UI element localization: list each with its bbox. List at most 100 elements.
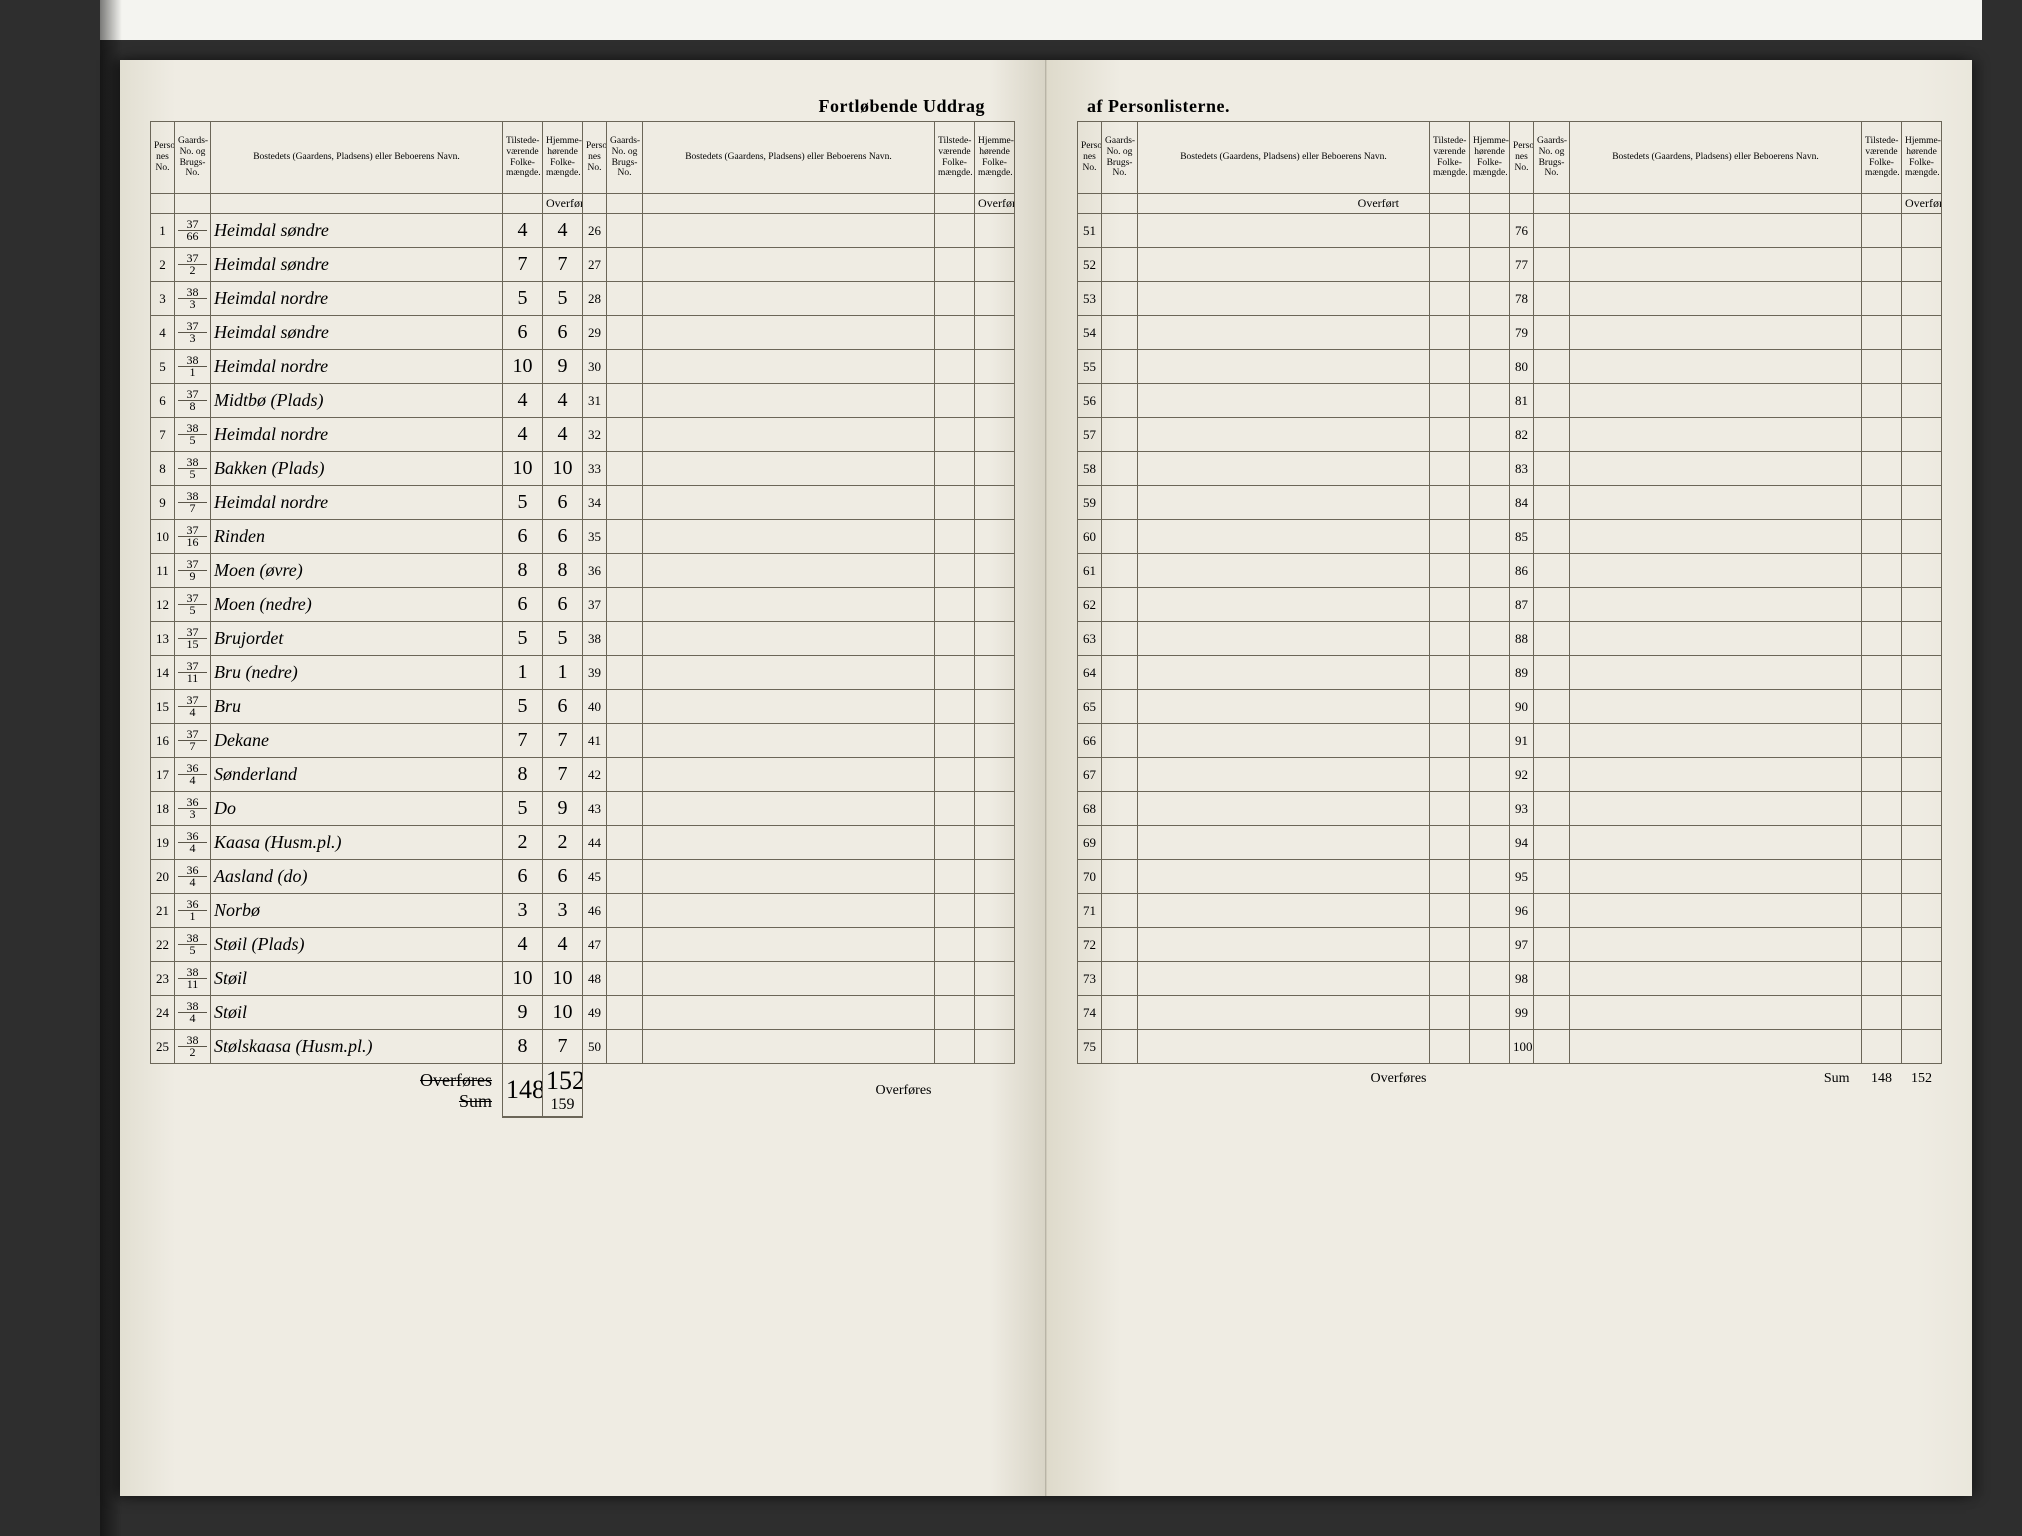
row-no: 78 xyxy=(1510,282,1534,316)
table-row: 61 86 xyxy=(1078,554,1942,588)
row-name: Heimdal nordre xyxy=(211,418,503,452)
row-gb: 361 xyxy=(175,894,211,928)
row-hjem: 2 xyxy=(543,826,583,860)
hdr-no: Personlister- nes No. xyxy=(583,122,607,194)
table-row: 6590 xyxy=(1078,690,1942,724)
hdr-hjem: Hjemme- hørende Folke- mængde. xyxy=(1902,122,1942,194)
row-no: 72 xyxy=(1078,928,1102,962)
hdr-hjem: Hjemme- hørende Folke- mængde. xyxy=(1470,122,1510,194)
row-no: 5 xyxy=(151,350,175,384)
hdr-hjem: Hjemme- hørende Folke- mængde. xyxy=(543,122,583,194)
hdr-tilst: Tilstede- værende Folke- mængde. xyxy=(1862,122,1902,194)
table-row: 63 88 xyxy=(1078,622,1942,656)
row-gb: 379 xyxy=(175,554,211,588)
table-row: 7499 xyxy=(1078,996,1942,1030)
right-page: af Personlisterne. Personlister- nes No.… xyxy=(1046,60,1972,1496)
sum-label: Sum xyxy=(1570,1064,1862,1094)
row-name: Do xyxy=(211,792,503,826)
table-row: 11379Moen (øvre)8836 xyxy=(151,554,1015,588)
row-no: 44 xyxy=(583,826,607,860)
hdr-gb: Gaards- No. og Brugs- No. xyxy=(175,122,211,194)
row-name: Sønderland xyxy=(211,758,503,792)
row-no: 41 xyxy=(583,724,607,758)
row-no: 32 xyxy=(583,418,607,452)
row-tilst: 3 xyxy=(503,894,543,928)
row-no: 21 xyxy=(151,894,175,928)
row-no: 71 xyxy=(1078,894,1102,928)
row-name: Kaasa (Husm.pl.) xyxy=(211,826,503,860)
hdr-gb: Gaards- No. og Brugs- No. xyxy=(1102,122,1138,194)
row-gb: 385 xyxy=(175,418,211,452)
row-gb: 364 xyxy=(175,826,211,860)
row-hjem: 6 xyxy=(543,486,583,520)
row-no: 77 xyxy=(1510,248,1534,282)
table-row: 5883 xyxy=(1078,452,1942,486)
table-row: 3383Heimdal nordre5528 xyxy=(151,282,1015,316)
row-no: 39 xyxy=(583,656,607,690)
table-row: 6994 xyxy=(1078,826,1942,860)
row-no: 68 xyxy=(1078,792,1102,826)
table-row: 6691 xyxy=(1078,724,1942,758)
row-no: 96 xyxy=(1510,894,1534,928)
row-no: 19 xyxy=(151,826,175,860)
row-no: 45 xyxy=(583,860,607,894)
row-no: 79 xyxy=(1510,316,1534,350)
table-row: 20364Aasland (do)6645 xyxy=(151,860,1015,894)
table-row: 21361Norbø3346 xyxy=(151,894,1015,928)
row-name: Norbø xyxy=(211,894,503,928)
row-name: Heimdal nordre xyxy=(211,350,503,384)
row-tilst: 8 xyxy=(503,758,543,792)
table-row: 4373Heimdal søndre6629 xyxy=(151,316,1015,350)
row-tilst: 4 xyxy=(503,384,543,418)
row-no: 26 xyxy=(583,214,607,248)
binding-shadow xyxy=(100,0,122,1536)
hdr-name: Bostedets (Gaardens, Pladsens) eller Beb… xyxy=(1570,122,1862,194)
hdr-tilst: Tilstede- værende Folke- mængde. xyxy=(503,122,543,194)
row-tilst: 4 xyxy=(503,418,543,452)
row-no: 66 xyxy=(1078,724,1102,758)
hdr-no: Personlister- nes No. xyxy=(1510,122,1534,194)
row-no: 75 xyxy=(1078,1030,1102,1064)
row-no: 47 xyxy=(583,928,607,962)
row-no: 70 xyxy=(1078,860,1102,894)
row-no: 55 xyxy=(1078,350,1102,384)
table-row: 18363Do5943 xyxy=(151,792,1015,826)
row-hjem: 6 xyxy=(543,690,583,724)
table-row: 103716Rinden6635 xyxy=(151,520,1015,554)
table-row: 19364Kaasa (Husm.pl.)2244 xyxy=(151,826,1015,860)
table-row: 2372Heimdal søndre7727 xyxy=(151,248,1015,282)
row-gb: 375 xyxy=(175,588,211,622)
row-hjem: 9 xyxy=(543,792,583,826)
row-tilst: 2 xyxy=(503,826,543,860)
row-no: 31 xyxy=(583,384,607,418)
row-tilst: 1 xyxy=(503,656,543,690)
row-gb: 377 xyxy=(175,724,211,758)
row-no: 25 xyxy=(151,1030,175,1064)
hdr-gb: Gaards- No. og Brugs- No. xyxy=(607,122,643,194)
hdr-no: Personlister- nes No. xyxy=(151,122,175,194)
table-row: 5277 xyxy=(1078,248,1942,282)
row-hjem: 9 xyxy=(543,350,583,384)
table-row: 133715Brujordet5538 xyxy=(151,622,1015,656)
row-no: 1 xyxy=(151,214,175,248)
row-tilst: 5 xyxy=(503,792,543,826)
row-no: 7 xyxy=(151,418,175,452)
row-no: 27 xyxy=(583,248,607,282)
table-row: 12375Moen (nedre)6637 xyxy=(151,588,1015,622)
row-gb: 3711 xyxy=(175,656,211,690)
grand-sum-tilst: 148 xyxy=(1862,1064,1902,1094)
table-row: 5479 xyxy=(1078,316,1942,350)
table-row: 17364Sønderland8742 xyxy=(151,758,1015,792)
page-heading-right: af Personlisterne. xyxy=(1077,96,1922,117)
row-no: 11 xyxy=(151,554,175,588)
row-no: 8 xyxy=(151,452,175,486)
row-no: 63 xyxy=(1078,622,1102,656)
row-no: 53 xyxy=(1078,282,1102,316)
row-no: 88 xyxy=(1510,622,1534,656)
table-row: 7398 xyxy=(1078,962,1942,996)
row-no: 18 xyxy=(151,792,175,826)
row-no: 86 xyxy=(1510,554,1534,588)
row-no: 100 xyxy=(1510,1030,1534,1064)
row-no: 61 xyxy=(1078,554,1102,588)
row-hjem: 6 xyxy=(543,588,583,622)
